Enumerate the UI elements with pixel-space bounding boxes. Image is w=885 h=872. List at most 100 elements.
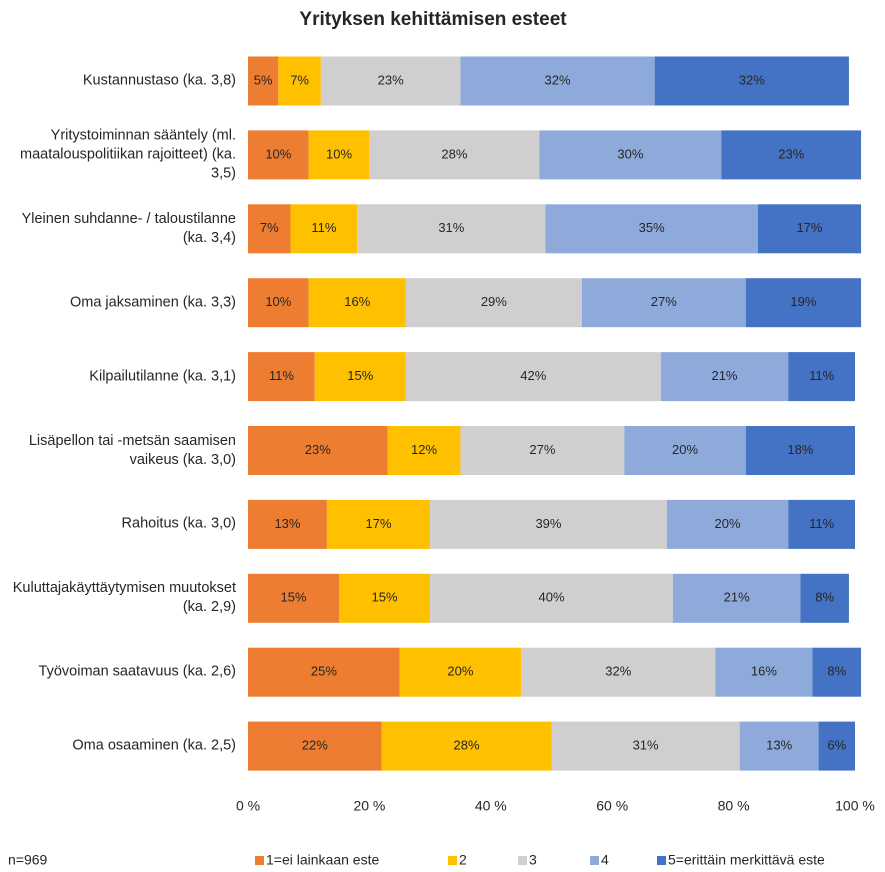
bar-segment bbox=[278, 56, 321, 106]
bar-segment bbox=[357, 204, 546, 254]
x-tick-label: 100 % bbox=[835, 798, 875, 814]
data-label: 29% bbox=[481, 294, 507, 309]
bar-segment bbox=[800, 573, 849, 623]
bar-segment bbox=[539, 130, 722, 180]
legend-swatch bbox=[657, 856, 666, 865]
category-label: Kustannustaso (ka. 3,8) bbox=[82, 72, 236, 89]
data-label: 17% bbox=[796, 220, 822, 235]
legend-swatch bbox=[590, 856, 599, 865]
data-label: 13% bbox=[766, 738, 792, 753]
x-tick-label: 40 % bbox=[475, 798, 507, 814]
data-label: 19% bbox=[790, 294, 816, 309]
data-label: 16% bbox=[344, 294, 370, 309]
category-label: Yritystoiminnan sääntely (ml. maatalousp… bbox=[20, 127, 236, 182]
bar-segment bbox=[581, 278, 746, 328]
data-label: 17% bbox=[365, 516, 391, 531]
bar-segment bbox=[387, 426, 461, 475]
data-label: 11% bbox=[311, 220, 336, 235]
bar-segment bbox=[745, 278, 862, 328]
data-label: 35% bbox=[639, 220, 665, 235]
bar-segment bbox=[430, 573, 673, 623]
data-label: 10% bbox=[265, 146, 291, 161]
legend-label: 1=ei lainkaan este bbox=[266, 852, 379, 868]
bar-segment bbox=[326, 499, 431, 549]
bar-segment bbox=[430, 499, 667, 549]
data-label: 8% bbox=[827, 664, 846, 679]
bar-segment bbox=[654, 56, 849, 106]
bar-segment bbox=[460, 426, 625, 475]
data-label: 7% bbox=[260, 220, 279, 235]
category-label: Kuluttajakäyttäytymisen muutokset (ka. 2… bbox=[12, 580, 236, 616]
legend-label: 4 bbox=[601, 852, 609, 868]
bar-segment bbox=[308, 278, 406, 328]
category-label: Kilpailutilanne (ka. 3,1) bbox=[89, 368, 236, 385]
bar-segment bbox=[248, 130, 309, 180]
data-label: 12% bbox=[411, 442, 437, 457]
bar-segment bbox=[739, 721, 819, 771]
data-label: 20% bbox=[447, 664, 473, 679]
data-label: 13% bbox=[274, 516, 300, 531]
legend-swatch bbox=[518, 856, 527, 865]
category-label: Oma osaaminen (ka. 2,5) bbox=[72, 737, 236, 754]
legend-label: 2 bbox=[459, 852, 467, 868]
bar-segment bbox=[290, 204, 358, 254]
data-label: 15% bbox=[347, 368, 373, 383]
data-label: 5% bbox=[254, 72, 273, 87]
bar-segment bbox=[460, 56, 655, 106]
data-label: 8% bbox=[815, 590, 834, 605]
bar-segment bbox=[369, 130, 540, 180]
legend-label: 5=erittäin merkittävä este bbox=[668, 852, 825, 868]
bar-segment bbox=[660, 352, 789, 402]
bar-segment bbox=[405, 352, 661, 402]
x-tick-label: 20 % bbox=[353, 798, 385, 814]
bar-segment bbox=[248, 426, 388, 475]
data-label: 11% bbox=[809, 516, 834, 531]
data-label: 25% bbox=[311, 664, 337, 679]
data-label: 27% bbox=[651, 294, 677, 309]
bar-segment bbox=[624, 426, 746, 475]
x-tick-label: 60 % bbox=[596, 798, 628, 814]
bar-segment bbox=[248, 204, 291, 254]
bar-segment bbox=[551, 721, 740, 771]
bar-segment bbox=[721, 130, 862, 180]
category-label: Yleinen suhdanne- / taloustilanne (ka. 3… bbox=[21, 210, 236, 246]
bar-segment bbox=[320, 56, 461, 106]
bar-segment bbox=[248, 499, 327, 549]
data-label: 21% bbox=[711, 368, 737, 383]
bar-segment bbox=[666, 499, 789, 549]
data-label: 40% bbox=[538, 590, 564, 605]
bar-segment bbox=[308, 130, 370, 180]
data-label: 31% bbox=[633, 738, 659, 753]
bar-segment bbox=[248, 352, 315, 402]
data-label: 28% bbox=[454, 738, 480, 753]
data-label: 32% bbox=[605, 664, 631, 679]
bar-segment bbox=[545, 204, 758, 254]
data-label: 18% bbox=[787, 442, 813, 457]
bar-segment bbox=[314, 352, 406, 402]
bar-segment bbox=[788, 352, 855, 402]
bar-segment bbox=[715, 647, 813, 697]
data-label: 7% bbox=[290, 72, 309, 87]
bar-segment bbox=[399, 647, 522, 697]
bar-segment bbox=[745, 426, 855, 475]
x-tick-label: 80 % bbox=[718, 798, 750, 814]
bar-segment bbox=[248, 278, 309, 328]
chart-title: Yrityksen kehittämisen esteet bbox=[299, 9, 567, 30]
data-label: 39% bbox=[535, 516, 561, 531]
data-label: 16% bbox=[751, 664, 777, 679]
bar-segment bbox=[757, 204, 862, 254]
bar-segment bbox=[521, 647, 716, 697]
data-label: 15% bbox=[372, 590, 398, 605]
data-label: 11% bbox=[809, 368, 834, 383]
bar-segment bbox=[405, 278, 582, 328]
data-label: 20% bbox=[715, 516, 741, 531]
data-label: 6% bbox=[827, 738, 846, 753]
data-label: 11% bbox=[269, 368, 294, 383]
data-label: 23% bbox=[778, 146, 804, 161]
category-label: Rahoitus (ka. 3,0) bbox=[121, 515, 236, 532]
bar-segment bbox=[339, 573, 431, 623]
x-tick-label: 0 % bbox=[236, 798, 260, 814]
data-label: 31% bbox=[438, 220, 464, 235]
data-label: 10% bbox=[265, 294, 291, 309]
